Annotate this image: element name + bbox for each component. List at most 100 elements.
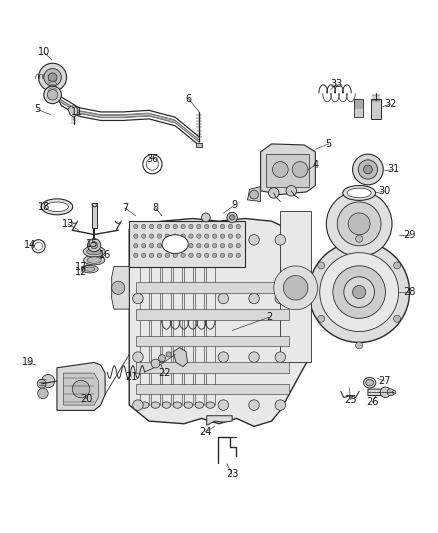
Ellipse shape [41,199,73,215]
Text: 12: 12 [75,267,87,277]
Circle shape [197,244,201,248]
Bar [371,99,381,119]
Circle shape [286,185,297,196]
Circle shape [353,286,366,298]
Polygon shape [207,416,232,425]
Circle shape [309,241,410,343]
Circle shape [38,388,48,399]
Circle shape [205,253,209,257]
Circle shape [236,253,240,257]
Circle shape [133,400,143,410]
Circle shape [197,253,201,257]
Circle shape [133,352,143,362]
Circle shape [189,244,193,248]
Text: 7: 7 [122,203,128,213]
Circle shape [249,235,259,245]
Circle shape [165,224,170,229]
Circle shape [337,202,381,246]
Ellipse shape [81,265,98,273]
Text: 11: 11 [71,107,83,117]
Circle shape [173,244,177,248]
Text: 29: 29 [403,230,416,239]
Circle shape [157,253,162,257]
Circle shape [141,234,146,238]
Bar [354,99,363,117]
Circle shape [364,165,372,174]
Circle shape [173,253,177,257]
Circle shape [227,212,237,223]
Circle shape [356,342,363,349]
Ellipse shape [84,255,105,265]
Circle shape [212,253,217,257]
Ellipse shape [162,402,171,408]
Ellipse shape [83,246,105,257]
Circle shape [133,293,143,304]
Circle shape [149,244,154,248]
Text: 15: 15 [86,239,98,249]
Ellipse shape [162,235,188,253]
Text: 33: 33 [330,79,343,89]
Text: 13: 13 [62,219,74,229]
Circle shape [220,244,225,248]
Ellipse shape [151,231,160,238]
Bar [136,282,289,293]
Text: 6: 6 [185,94,191,103]
Circle shape [283,276,308,300]
Circle shape [189,253,193,257]
Circle shape [44,86,61,103]
Circle shape [48,73,57,82]
Text: 36: 36 [146,154,159,164]
Bar [136,362,289,373]
Circle shape [166,352,171,357]
Circle shape [212,244,217,248]
Circle shape [205,244,209,248]
Circle shape [392,391,396,394]
Text: 14: 14 [24,240,36,250]
Circle shape [236,234,240,238]
Ellipse shape [184,231,193,238]
Circle shape [149,234,154,238]
Circle shape [218,400,229,410]
Circle shape [157,234,162,238]
Circle shape [318,262,325,269]
Ellipse shape [195,402,204,408]
Circle shape [134,234,138,238]
Polygon shape [112,266,129,309]
Ellipse shape [206,231,215,238]
Circle shape [236,224,240,229]
Circle shape [348,213,370,235]
Circle shape [268,188,279,198]
Circle shape [165,234,170,238]
Circle shape [220,253,225,257]
Circle shape [149,224,154,229]
Text: 5: 5 [34,104,40,114]
Ellipse shape [140,231,149,238]
Circle shape [356,235,363,243]
Circle shape [320,253,399,332]
Circle shape [218,293,229,304]
Text: 17: 17 [75,262,87,271]
Circle shape [35,243,42,250]
Polygon shape [173,348,187,367]
Circle shape [151,359,160,368]
Text: 24: 24 [200,427,212,437]
Circle shape [228,244,233,248]
Circle shape [201,213,210,222]
Circle shape [380,387,391,398]
Ellipse shape [46,202,68,212]
Circle shape [44,69,61,86]
Circle shape [249,293,259,304]
Circle shape [212,224,217,229]
Circle shape [275,235,286,245]
Circle shape [212,234,217,238]
Ellipse shape [364,377,376,388]
Circle shape [249,400,259,410]
Text: 8: 8 [152,203,159,213]
Text: 31: 31 [387,165,399,174]
Circle shape [249,352,259,362]
Polygon shape [64,373,99,405]
Circle shape [165,253,170,257]
Polygon shape [57,362,105,410]
Text: 32: 32 [385,99,397,109]
Text: 21: 21 [125,373,138,382]
